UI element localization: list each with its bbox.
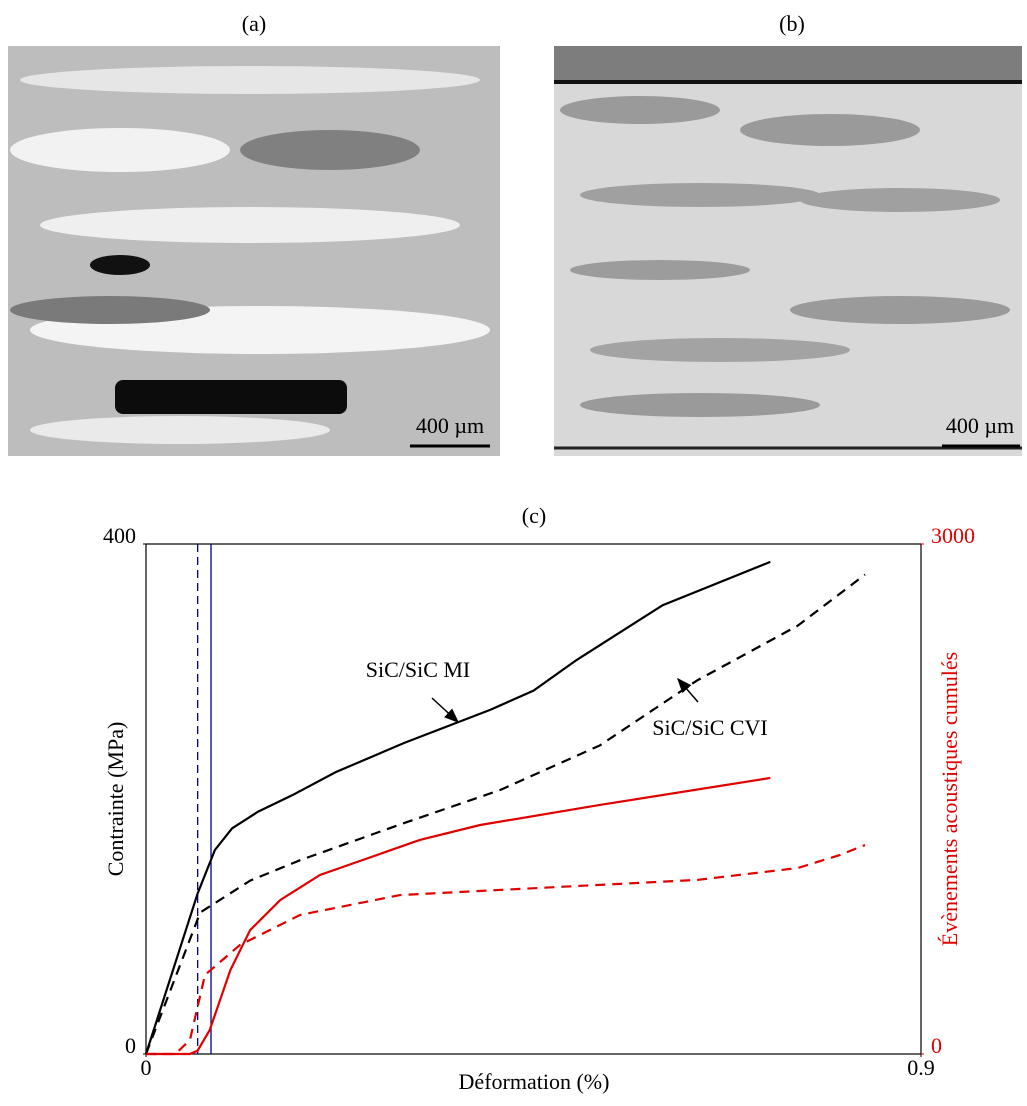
x-axis-title: Déformation (%): [459, 1069, 610, 1094]
panel-label: (b): [779, 11, 805, 36]
micrograph-b: [554, 46, 1022, 456]
y2-tick-label: 3000: [931, 523, 975, 548]
series-line: [146, 844, 866, 1056]
scale-bar-label: 400 µm: [416, 413, 484, 438]
panel-label: (a): [242, 11, 266, 36]
x-tick-label: 0.9: [907, 1055, 935, 1080]
y-axis-title: Contrainte (MPa): [103, 722, 128, 877]
micrograph-a: [8, 46, 500, 456]
scale-bar-label: 400 µm: [946, 413, 1014, 438]
y-tick-label: 400: [103, 523, 136, 548]
plot-frame: [145, 543, 922, 1055]
y2-tick-label: 0: [931, 1033, 942, 1058]
x-tick-label: 0: [141, 1055, 152, 1080]
y2-axis-title: Évènements acoustiques cumulés: [937, 652, 962, 946]
annotation: SiC/SiC MI: [366, 657, 471, 682]
y-tick-label: 0: [125, 1033, 136, 1058]
annotation: SiC/SiC CVI: [652, 715, 768, 740]
annotation-arrow: [431, 697, 460, 724]
annotation-arrow: [677, 677, 699, 703]
series-line: [144, 560, 771, 1055]
chart-title: (c): [522, 503, 546, 528]
series-line: [146, 776, 771, 1056]
